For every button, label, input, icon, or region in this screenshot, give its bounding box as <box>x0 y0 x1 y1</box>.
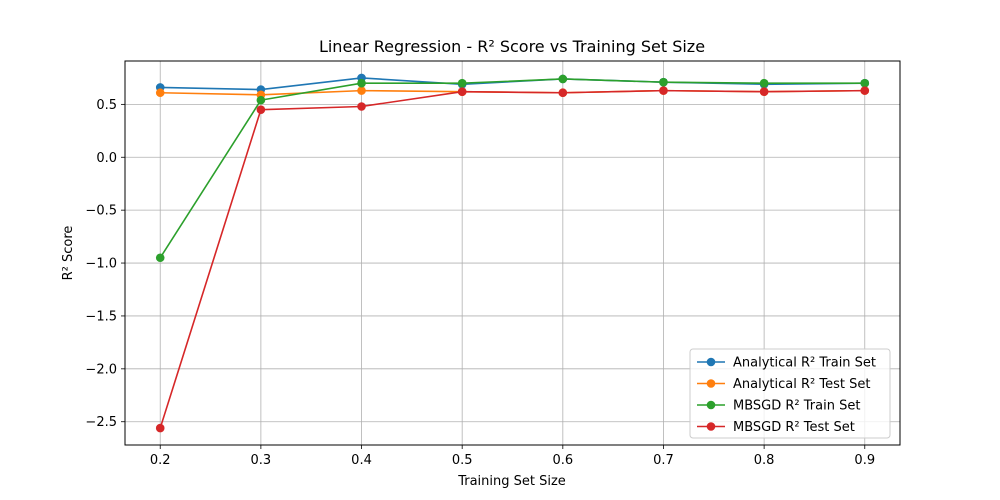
series-4 <box>155 86 870 433</box>
y-tick-label: −1.0 <box>85 257 117 272</box>
data-point <box>357 102 366 111</box>
legend-label: MBSGD R² Test Set <box>733 420 855 435</box>
x-tick-label: 0.3 <box>251 453 272 468</box>
data-point <box>659 86 668 95</box>
y-tick-label: 0.0 <box>96 151 117 166</box>
y-tick-label: −2.5 <box>85 415 117 430</box>
legend-marker <box>706 357 716 367</box>
y-tick-label: −1.5 <box>85 309 117 324</box>
legend-label: Analytical R² Test Set <box>733 377 870 392</box>
series-line <box>159 89 865 429</box>
legend-label: MBSGD R² Train Set <box>733 399 860 414</box>
legend-entry: Analytical R² Train Set <box>697 356 876 371</box>
data-point <box>357 78 366 88</box>
legend: Analytical R² Train Set Analytical R² Tes… <box>689 348 891 439</box>
legend-entry: MBSGD R² Test Set <box>697 420 855 435</box>
data-point <box>155 253 165 263</box>
series-line <box>159 78 865 259</box>
x-tick-label: 0.2 <box>150 453 171 468</box>
y-tick-label: −0.5 <box>85 204 117 219</box>
plot-frame <box>124 60 901 446</box>
data-point <box>256 105 266 114</box>
y-axis-label: R² Score <box>61 226 76 281</box>
legend-entry: Analytical R² Test Set <box>697 377 870 392</box>
data-point <box>256 95 266 105</box>
data-point <box>457 78 467 88</box>
legend-marker <box>706 422 716 431</box>
x-tick-label: 0.8 <box>754 453 775 468</box>
x-tick-label: 0.9 <box>854 453 875 468</box>
x-axis-label: Training Set Size <box>457 474 566 489</box>
x-tick-label: 0.6 <box>552 453 573 468</box>
data-point <box>860 78 870 88</box>
chart-title: Linear Regression - R² Score vs Training… <box>319 37 705 56</box>
data-point <box>357 86 366 95</box>
y-tick-label: 0.5 <box>96 98 117 113</box>
data-point <box>558 74 568 84</box>
x-tick-label: 0.7 <box>653 453 674 468</box>
data-point <box>155 88 165 98</box>
x-tick-label: 0.4 <box>351 453 372 468</box>
data-point <box>759 78 769 88</box>
legend-entry: MBSGD R² Train Set <box>697 399 860 414</box>
x-tick-label: 0.5 <box>452 453 473 468</box>
data-point <box>457 87 467 96</box>
y-tick-label: −2.0 <box>85 362 117 377</box>
legend-label: Analytical R² Train Set <box>733 356 876 371</box>
data-point <box>558 88 568 98</box>
legend-marker <box>706 400 716 410</box>
legend-box <box>689 348 891 439</box>
legend-entries: Analytical R² Train Set Analytical R² Tes… <box>697 356 876 435</box>
legend-marker <box>706 379 716 388</box>
series-3 <box>155 74 870 263</box>
data-point <box>860 86 870 95</box>
data-point <box>659 77 668 87</box>
series-layer <box>155 73 870 433</box>
axes: 0.2 0.3 0.4 0.5 0.6 0.7 0.8 0.9 0.5 0.0 −0.5 −1.0 −1… <box>85 98 875 468</box>
data-point <box>155 423 165 433</box>
data-point <box>759 87 769 96</box>
